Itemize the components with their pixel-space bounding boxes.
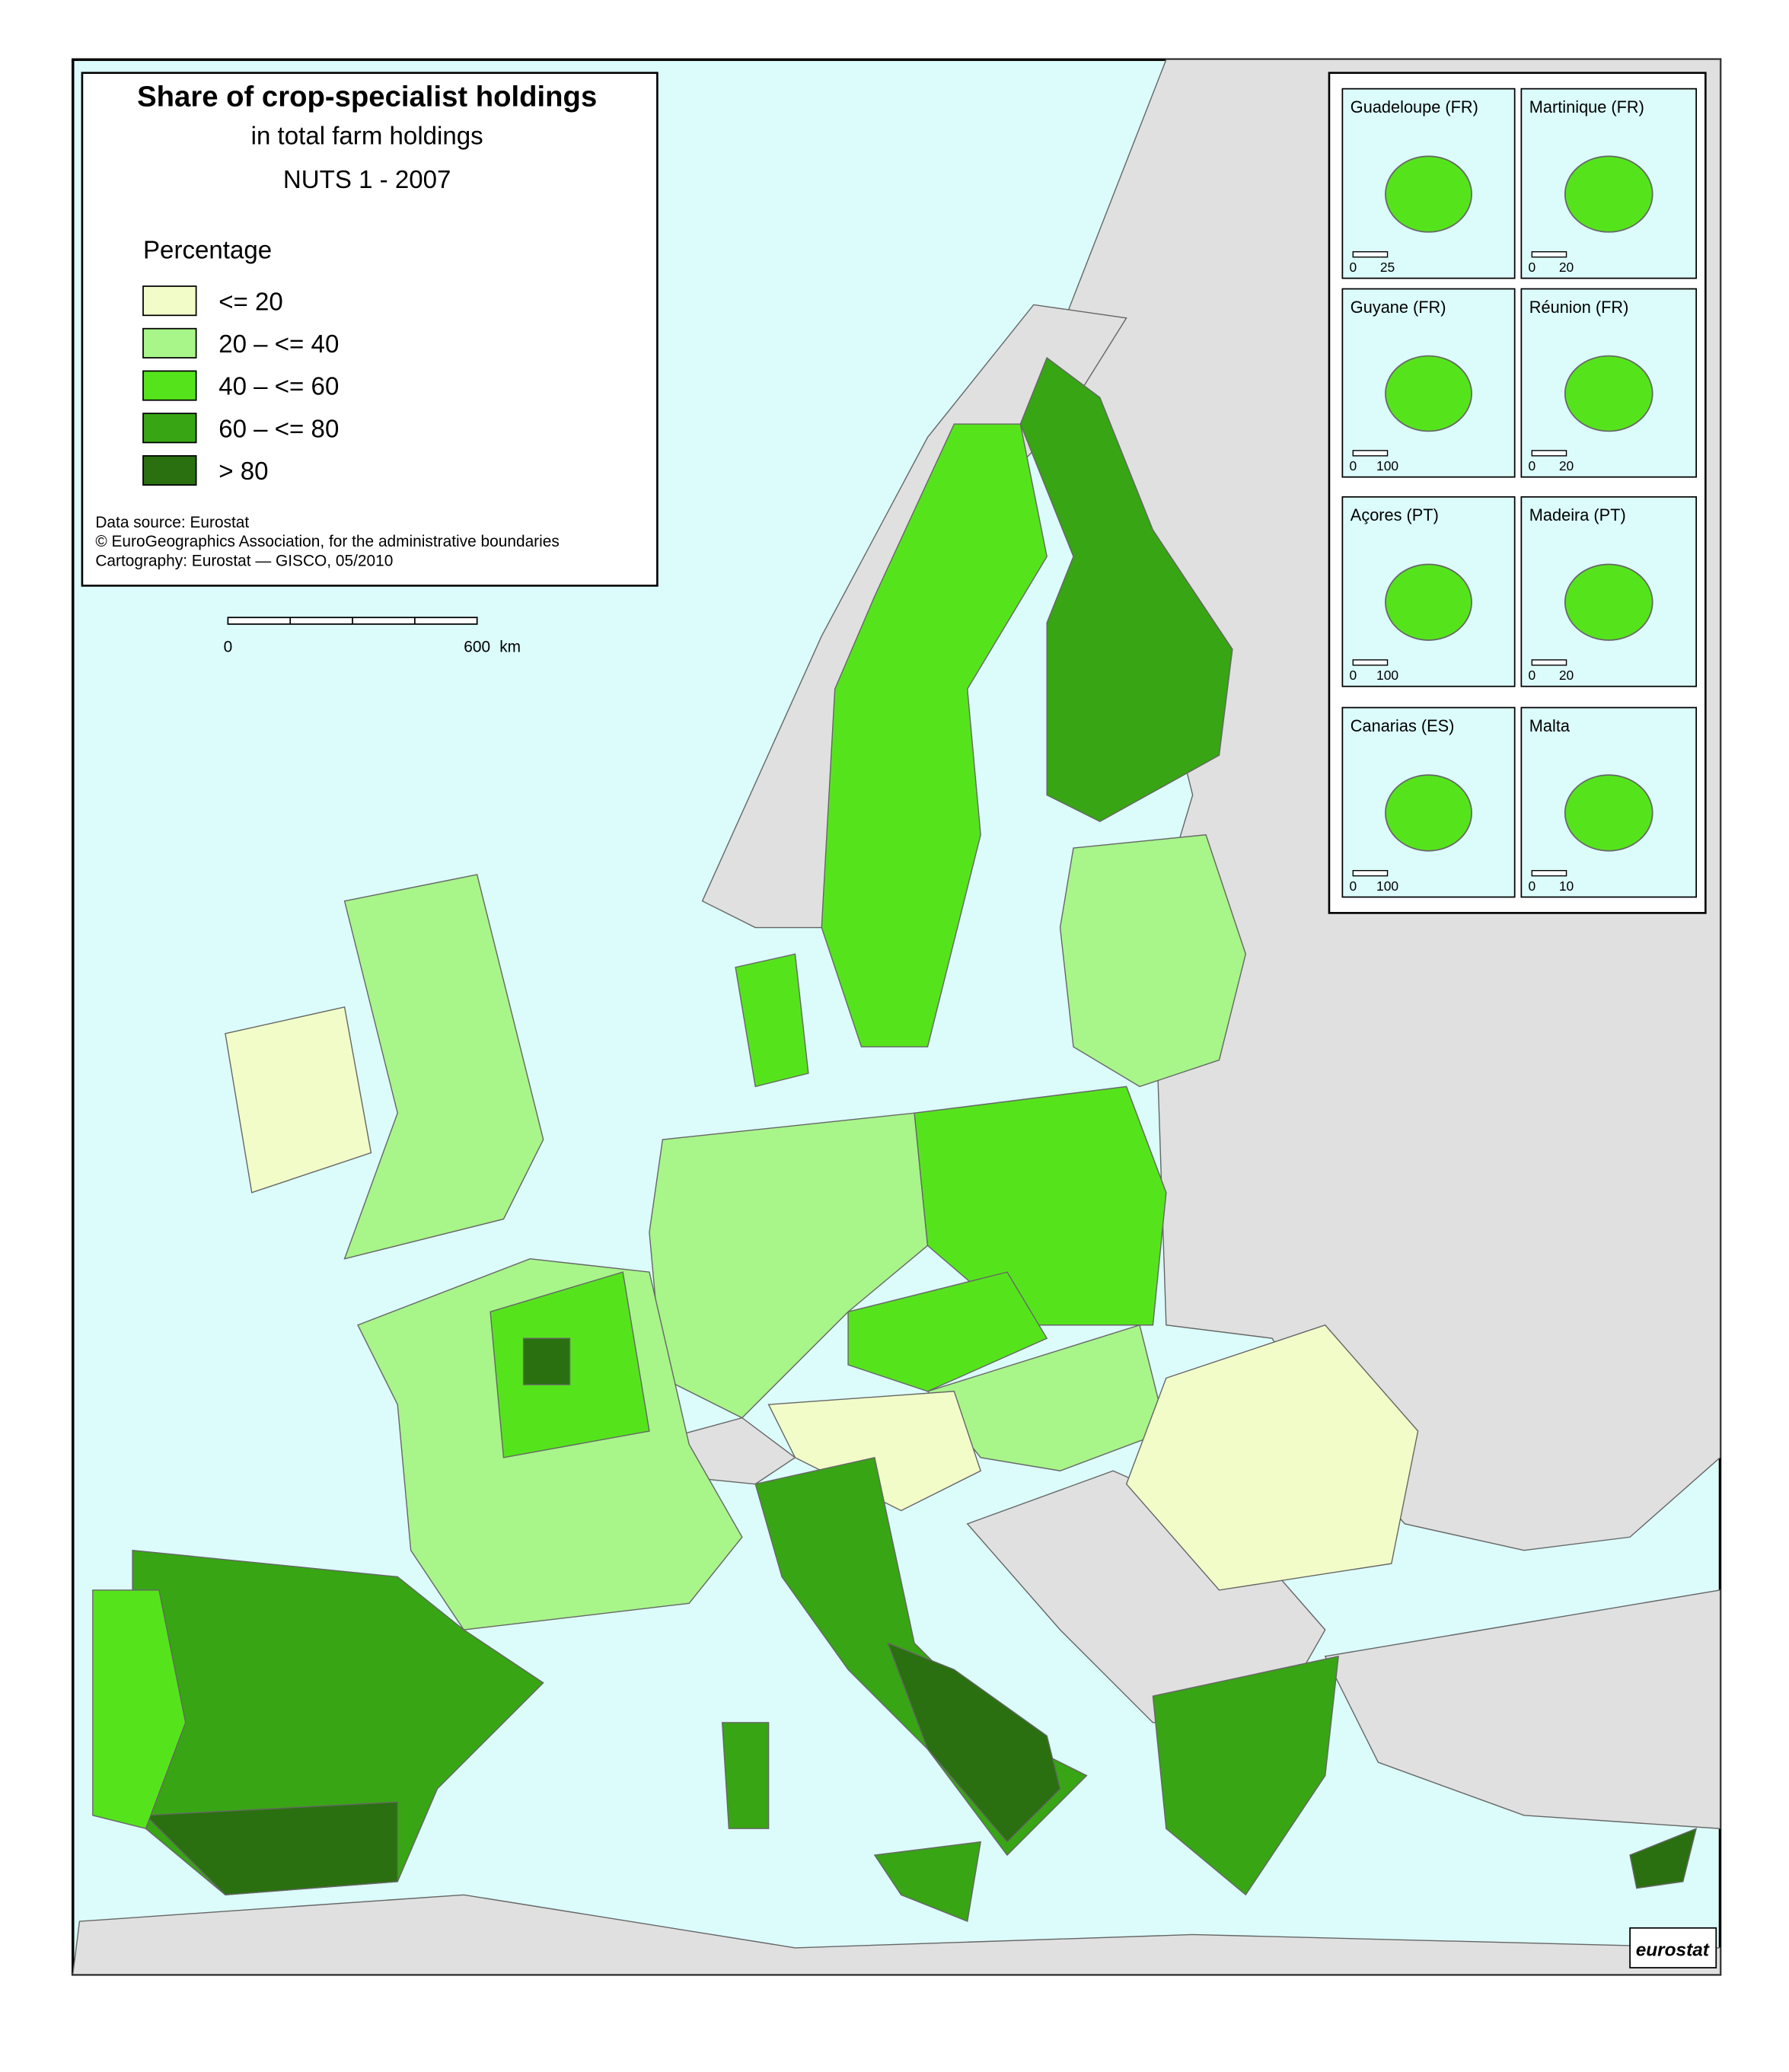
inset-land [1564,774,1653,852]
inset-scale-label: 20 [1559,260,1574,275]
legend-title: Percentage [143,236,272,264]
inset-land [1564,155,1653,233]
inset-land [1385,774,1472,852]
source-line: © EuroGeographics Association, for the a… [95,533,559,550]
inset-scale-label: 0 [1349,668,1357,683]
inset-name: Réunion (FR) [1529,298,1629,317]
inset-land [1564,355,1653,432]
logo-box [1629,1927,1717,1968]
inset-scale-label: 100 [1376,878,1398,894]
inset-land [1385,563,1472,641]
legend-label: <= 20 [218,288,283,316]
legend-swatch [142,454,197,486]
legend-label: 60 – <= 80 [218,415,339,443]
legend-swatch [142,370,197,401]
inset-scale-label: 0 [1349,260,1357,275]
scale-unit: km [499,638,521,655]
inset-land [1385,155,1472,233]
inset-scale-label: 25 [1380,260,1395,275]
inset-scale-label: 100 [1376,458,1398,473]
inset-scale-bar [1531,659,1567,666]
inset-scale-label: 0 [1528,878,1535,894]
inset-scale-bar [1352,450,1389,457]
inset-scale-bar [1352,251,1389,258]
romania-bulgaria [1125,1324,1419,1591]
ireland [225,1006,372,1194]
inset-name: Guadeloupe (FR) [1351,97,1478,116]
inset-name: Martinique (FR) [1529,97,1644,116]
map-subtitle: in total farm holdings [251,123,483,151]
legend-swatch [142,413,197,444]
czechia [847,1271,1048,1392]
legend-swatch [142,327,197,359]
portugal [92,1589,187,1830]
inset-scale-bar [1531,450,1567,457]
sicily [873,1841,981,1923]
inset-scale-label: 10 [1559,878,1574,894]
inset-scale-label: 0 [1528,260,1535,275]
inset-name: Açores (PT) [1351,505,1439,524]
inset-scale-label: 0 [1349,458,1357,473]
inset-scale-label: 100 [1376,668,1398,683]
ile-de-france [522,1337,571,1385]
legend-label: > 80 [218,457,268,486]
inset-name: Malta [1529,716,1571,735]
turkey [1324,1589,1721,1829]
inset-scale-label: 0 [1528,458,1535,473]
inset-name: Guyane (FR) [1351,298,1446,317]
map-period: NUTS 1 - 2007 [283,166,451,194]
inset-scale-label: 20 [1559,458,1574,473]
finland [1019,356,1233,823]
africa [72,1894,1721,1975]
inset-land [1564,563,1653,641]
source: Data source: Eurostat © EuroGeographics A… [95,514,559,569]
sardinia [721,1722,770,1829]
scale-bar: 0 600 km [224,617,521,655]
map-title: Share of crop-specialist holdings [137,80,597,113]
inset-name: Madeira (PT) [1529,505,1626,524]
southern-italy [887,1642,1061,1843]
source-line: Data source: Eurostat [95,514,249,531]
scale-label: 600 [464,638,490,655]
legend-items: <= 20 20 – <= 40 40 – <= 60 60 – <= 80 > 80 [142,285,339,486]
inset-scale-bar [1352,869,1389,877]
baltics [1059,834,1247,1088]
legend-swatch [142,285,197,317]
legend-label: 40 – <= 60 [218,373,339,401]
inset-scale-bar [1352,659,1389,666]
inset-scale-label: 20 [1559,668,1574,683]
legend-label: 20 – <= 40 [218,330,339,359]
inset-scale-bar [1531,869,1567,877]
logo: eurostat [1636,1940,1710,1960]
source-line: Cartography: Eurostat — GISCO, 05/2010 [95,552,393,569]
sweden [821,423,1048,1047]
poland [914,1085,1167,1326]
uk [343,874,544,1260]
inset-name: Canarias (ES) [1351,716,1455,735]
inset-land [1385,355,1472,432]
cyprus [1629,1828,1698,1889]
inset-scale-label: 0 [1349,878,1357,894]
scale-label: 0 [224,638,233,655]
andalucia [144,1801,398,1895]
inset-scale-bar [1531,251,1567,258]
denmark [735,953,809,1088]
inset-scale-label: 0 [1528,668,1535,683]
greece [1152,1656,1339,1896]
austria [767,1391,981,1512]
insets: Guadeloupe (FR) 0 25 Martinique (FR) 0 20 Guya… [1341,88,1698,898]
